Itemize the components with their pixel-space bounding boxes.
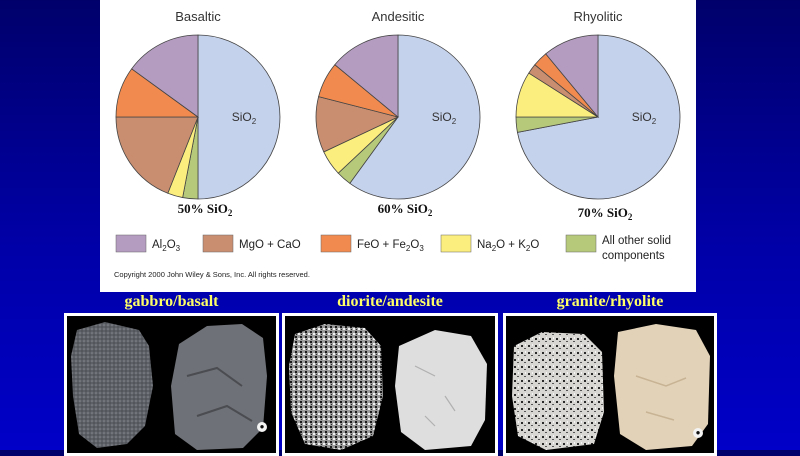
rock-photo-image — [289, 324, 487, 450]
pie-chart-rhyolitic: Rhyolitic SiO2 70% SiO2 — [515, 9, 681, 222]
sio2-slice-label: SiO2 — [432, 110, 457, 126]
sio2-slice-label: SiO2 — [632, 110, 657, 126]
rock-photo-image — [512, 324, 710, 450]
rock-title-gabbro-basalt: gabbro/basalt — [124, 293, 219, 310]
granite-specimen — [512, 332, 604, 450]
pie-percent-caption: 50% SiO2 — [178, 201, 233, 218]
rock-photo-granite-rhyolite: ● — [503, 313, 717, 456]
pie-slice-al2o3 — [131, 34, 199, 118]
rock-photo-diorite-andesite — [282, 313, 498, 456]
pie-title: Rhyolitic — [573, 9, 623, 24]
rock-photo-gabbro-basalt: ● — [64, 313, 279, 456]
rock-title-granite-rhyolite: granite/rhyolite — [556, 293, 664, 310]
rock-title-diorite-andesite: diorite/andesite — [337, 293, 443, 310]
pie-slice-al2o3 — [334, 34, 399, 118]
legend-item-other-components: All other solid components — [565, 234, 671, 262]
legend-label: MgO + CaO — [239, 239, 301, 251]
pie-percent-caption: 70% SiO2 — [578, 205, 633, 222]
andesite-specimen — [395, 330, 487, 450]
legend-label: Na2O + K2O — [477, 239, 539, 253]
legend-item-feo-fe2o3: FeO + Fe2O3 — [320, 234, 424, 253]
rhyolite-specimen — [614, 324, 710, 450]
pie-title: Basaltic — [175, 9, 221, 24]
legend-label-line2: components — [602, 250, 665, 262]
legend-swatch — [565, 234, 597, 253]
pie-slice-al2o3 — [545, 34, 599, 119]
pie-slice-sio2 — [197, 34, 281, 200]
pie-slice-sio2 — [349, 34, 481, 200]
pie-chart-basaltic: Basaltic SiO2 50% SiO2 — [115, 9, 281, 218]
pie-slice-mgo-cao — [115, 116, 199, 194]
legend-item-na2o-k2o: Na2O + K2O — [440, 234, 539, 253]
basalt-specimen — [171, 324, 267, 450]
legend-label: Al2O3 — [152, 239, 181, 253]
legend-swatch — [440, 234, 472, 253]
rock-photo-image — [71, 322, 267, 450]
sio2-slice-label: SiO2 — [232, 110, 257, 126]
legend-swatch — [202, 234, 234, 253]
pie-title: Andesitic — [372, 9, 425, 24]
legend-swatch — [115, 234, 147, 253]
legend-swatch — [320, 234, 352, 253]
pie-percent-caption: 60% SiO2 — [378, 201, 433, 218]
diorite-specimen — [289, 324, 383, 450]
legend-item-al2o3: Al2O3 — [115, 234, 181, 253]
specimen-badge-icon: ● — [693, 428, 703, 438]
specimen-badge-icon: ● — [257, 422, 267, 432]
legend-label-line1: All other solid — [602, 235, 671, 247]
pie-charts-figure: Basaltic SiO2 50% SiO2 Andesitic SiO2 60% SiO… — [114, 9, 681, 279]
gabbro-specimen — [71, 322, 153, 448]
pie-chart-andesitic: Andesitic SiO2 60% SiO2 — [315, 9, 481, 218]
legend-item-mgo-cao: MgO + CaO — [202, 234, 301, 253]
chart-panel: Basaltic SiO2 50% SiO2 Andesitic SiO2 60% SiO… — [100, 0, 696, 292]
legend-label: FeO + Fe2O3 — [357, 239, 424, 253]
legend: Al2O3 MgO + CaO FeO + Fe2O3 Na2O + K2O A… — [115, 234, 671, 262]
copyright-text: Copyright 2000 John Wiley & Sons, Inc. A… — [114, 270, 310, 279]
